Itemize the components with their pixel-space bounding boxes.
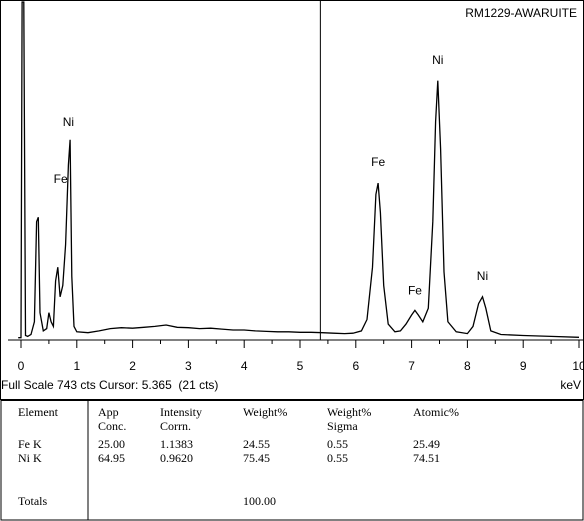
table-header: Weight% [327, 405, 371, 419]
x-tick-label: 2 [129, 359, 136, 373]
table-header: Element [18, 405, 59, 419]
table-cell: Ni K [18, 451, 42, 465]
x-tick-label: 6 [352, 359, 359, 373]
peak-label: Fe [408, 284, 422, 298]
table-cell: 0.55 [327, 437, 348, 451]
peak-label: Ni [432, 53, 443, 67]
table-cell: 24.55 [243, 437, 270, 451]
table-cell: 75.45 [243, 451, 270, 465]
totals-weight: 100.00 [243, 494, 276, 508]
chart-title: RM1229-AWARUITE [465, 6, 577, 20]
table-cell: 0.55 [327, 451, 348, 465]
peak-label: Ni [477, 269, 488, 283]
x-tick-label: 0 [18, 359, 25, 373]
table-cell: 0.9620 [160, 451, 193, 465]
spectrum-line [18, 1, 580, 339]
table-header-sub: Sigma [327, 419, 358, 433]
table-header-sub: Conc. [98, 419, 126, 433]
x-tick-label: 3 [185, 359, 192, 373]
table-header: App [98, 405, 119, 419]
table-cell: Fe K [18, 437, 42, 451]
table-header: Atomic% [413, 405, 459, 419]
table-cell: 25.49 [413, 437, 440, 451]
table-header-sub: Corrn. [160, 419, 191, 433]
spectrum-chart: RM1229-AWARUITE Ni Fe Fe Ni Fe Ni 0 1 2 3 4 5 6 7 8 9 1… [0, 0, 584, 400]
table-header: Weight% [243, 405, 287, 419]
x-tick-label: 4 [241, 359, 248, 373]
x-axis-label: keV [560, 378, 581, 392]
x-tick-label: 1 [73, 359, 80, 373]
table-header: Intensity [160, 405, 202, 419]
totals-label: Totals [18, 494, 47, 508]
x-tick-label: 9 [520, 359, 527, 373]
x-tick-label: 10 [572, 359, 584, 373]
status-readout: Full Scale 743 cts Cursor: 5.365 (21 cts… [1, 378, 218, 392]
table-frame [0, 400, 584, 521]
plot-frame [0, 0, 584, 400]
table-cell: 64.95 [98, 451, 125, 465]
peak-label: Fe [54, 172, 68, 186]
table-cell: 1.1383 [160, 437, 193, 451]
x-tick-label: 8 [464, 359, 471, 373]
peak-label: Fe [371, 155, 385, 169]
peak-label: Ni [63, 115, 74, 129]
table-cell: 74.51 [413, 451, 440, 465]
x-tick-label: 7 [408, 359, 415, 373]
x-tick-label: 5 [297, 359, 304, 373]
table-cell: 25.00 [98, 437, 125, 451]
